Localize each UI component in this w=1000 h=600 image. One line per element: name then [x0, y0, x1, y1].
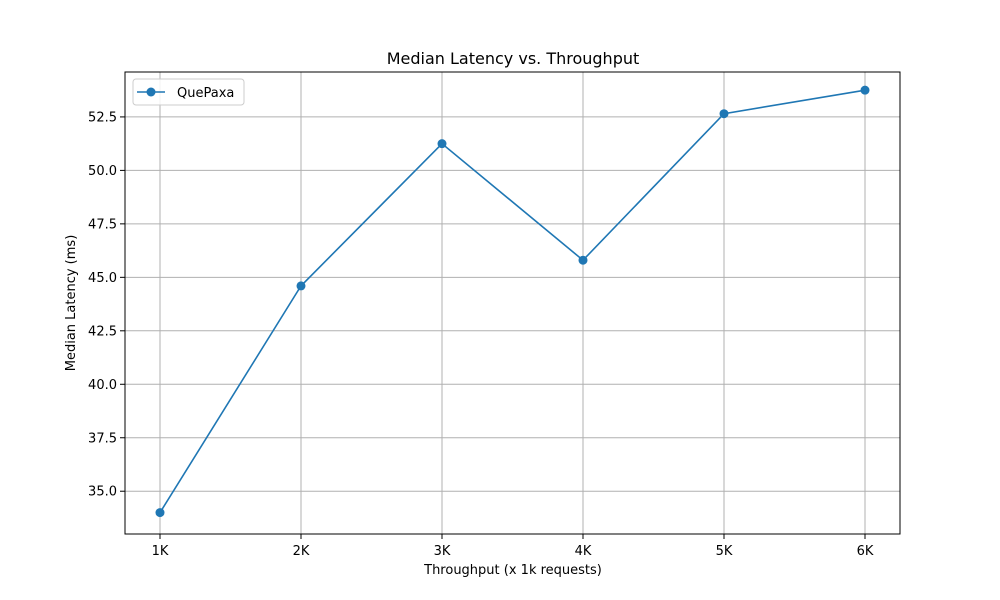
x-tick-label: 5K — [716, 544, 733, 559]
plot-frame — [124, 71, 901, 535]
legend-box — [132, 78, 245, 106]
gridlines — [125, 72, 900, 534]
y-tick-label: 42.5 — [88, 324, 117, 339]
legend: QuePaxa — [132, 78, 245, 106]
data-point — [578, 255, 588, 265]
x-tick-label: 6K — [857, 544, 874, 559]
x-tick-label: 3K — [434, 544, 451, 559]
y-tick-label: 45.0 — [88, 271, 117, 286]
y-tick-label: 50.0 — [88, 164, 117, 179]
y-tick-label: 37.5 — [88, 431, 117, 446]
legend-label: QuePaxa — [177, 86, 234, 101]
data-point — [437, 139, 447, 149]
data-point — [860, 85, 870, 95]
x-tick-label: 2K — [293, 544, 310, 559]
y-tick-label: 35.0 — [88, 485, 117, 500]
legend-marker — [146, 87, 156, 97]
x-axis-label: Throughput (x 1k requests) — [423, 563, 602, 578]
x-tick-label: 4K — [575, 544, 592, 559]
axis-ticks: 1K 2K 3K 4K 5K 6K 35.0 37.5 40.0 42.5 45.0 47.5 50.0… — [88, 110, 874, 559]
data-point — [296, 281, 306, 291]
y-axis-label: Median Latency (ms) — [64, 235, 79, 372]
data-point — [719, 109, 729, 119]
series-line — [159, 89, 866, 514]
x-tick-label: 1K — [152, 544, 169, 559]
data-point — [155, 508, 165, 518]
series-layer — [155, 85, 870, 518]
y-tick-label: 47.5 — [88, 217, 117, 232]
y-tick-label: 40.0 — [88, 378, 117, 393]
y-tick-label: 52.5 — [88, 110, 117, 125]
chart-title: Median Latency vs. Throughput — [387, 49, 640, 68]
